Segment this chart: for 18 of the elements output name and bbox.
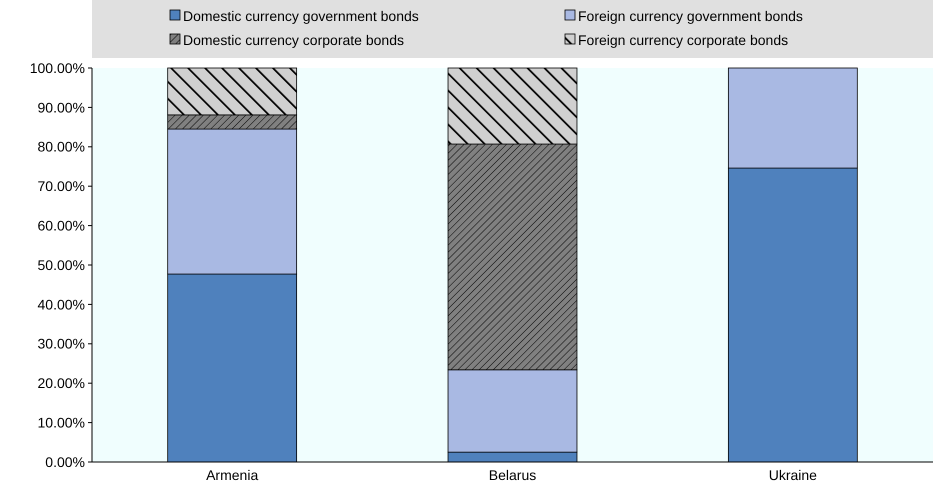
y-tick-label: 100.00% (30, 60, 85, 76)
y-tick-label: 10.00% (38, 414, 85, 430)
legend-label: Domestic currency corporate bonds (183, 32, 404, 48)
x-tick-label: Armenia (206, 467, 258, 483)
y-tick-label: 90.00% (38, 99, 85, 116)
x-tick-label: Ukraine (768, 467, 818, 483)
y-tick-label: 20.00% (38, 375, 85, 392)
legend-label: Domestic currency government bonds (183, 8, 419, 24)
legend-label: Foreign currency government bonds (578, 8, 803, 24)
y-tick-label: 50.00% (38, 256, 85, 273)
y-tick-label: 30.00% (38, 336, 85, 352)
y-tick-label: 60.00% (38, 218, 85, 234)
legend-label: Foreign currency corporate bonds (578, 32, 788, 48)
y-tick-label: 80.00% (38, 138, 85, 155)
y-tick-label: 70.00% (38, 178, 85, 194)
y-tick-label: 0.00% (45, 454, 85, 470)
x-tick-label: Belarus (488, 467, 536, 483)
y-tick-label: 40.00% (38, 296, 85, 312)
